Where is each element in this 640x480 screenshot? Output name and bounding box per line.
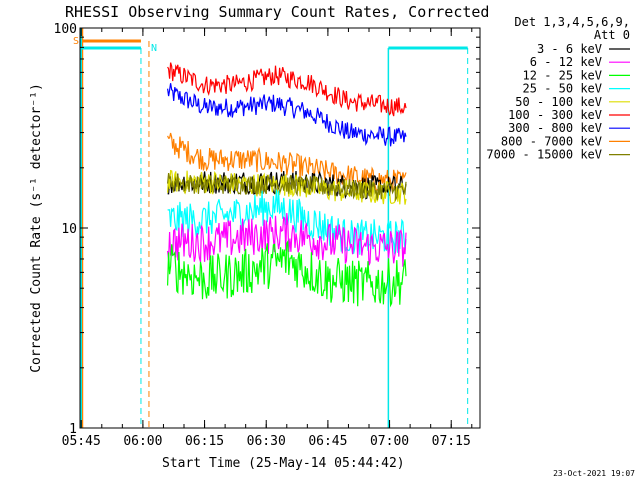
plot-area: S N 05:45 06:00 06:15 06:30 06:45 07:00 07:15 1 10… [54,22,481,449]
legend-header-line-2: Att 0 [594,28,630,42]
legend-label-3: 12 - 25 keV [523,68,602,82]
x-tick-label-3: 06:30 [247,434,286,449]
chart-title: RHESSI Observing Summary Count Rates, Co… [65,3,489,21]
series-line-2 [167,212,407,267]
legend-label-6: 100 - 300 keV [508,108,602,122]
legend-label-2: 6 - 12 keV [530,55,602,69]
series-line-6 [167,62,407,117]
x-tick-label-5: 07:00 [370,434,409,449]
x-tick-label-6: 07:15 [432,434,471,449]
flag-letter-n: N [151,43,157,54]
series-line-8 [167,132,407,193]
series-line-3 [167,239,407,308]
x-tick-label-2: 06:15 [185,434,224,449]
y-tick-label-0: 1 [69,422,77,437]
legend-label-9: 7000 - 15000 keV [486,148,602,162]
legend-label-8: 800 - 7000 keV [501,134,602,148]
x-tick-label-1: 06:00 [123,434,162,449]
flag-letter-s: S [73,36,79,47]
legend-label-4: 25 - 50 keV [523,82,602,96]
legend-label-5: 50 - 100 keV [515,95,602,109]
y-axis-label: Corrected Count Rate (s⁻¹ detector⁻¹) [29,83,44,373]
series-line-7 [167,83,407,147]
y-tick-label-2: 100 [54,22,77,37]
legend-header-line-1: Det 1,3,4,5,6,9, [514,15,630,29]
legend-label-7: 300 - 800 keV [508,121,602,135]
legend-label-1: 3 - 6 keV [537,42,602,56]
x-tick-label-4: 06:45 [308,434,347,449]
footer-date: 23-Oct-2021 19:07 [553,469,635,478]
x-axis-label: Start Time (25-May-14 05:44:42) [162,456,405,471]
y-tick-label-1: 10 [61,222,77,237]
series-line-9 [167,172,407,202]
x-tick-label-0: 05:45 [62,434,101,449]
